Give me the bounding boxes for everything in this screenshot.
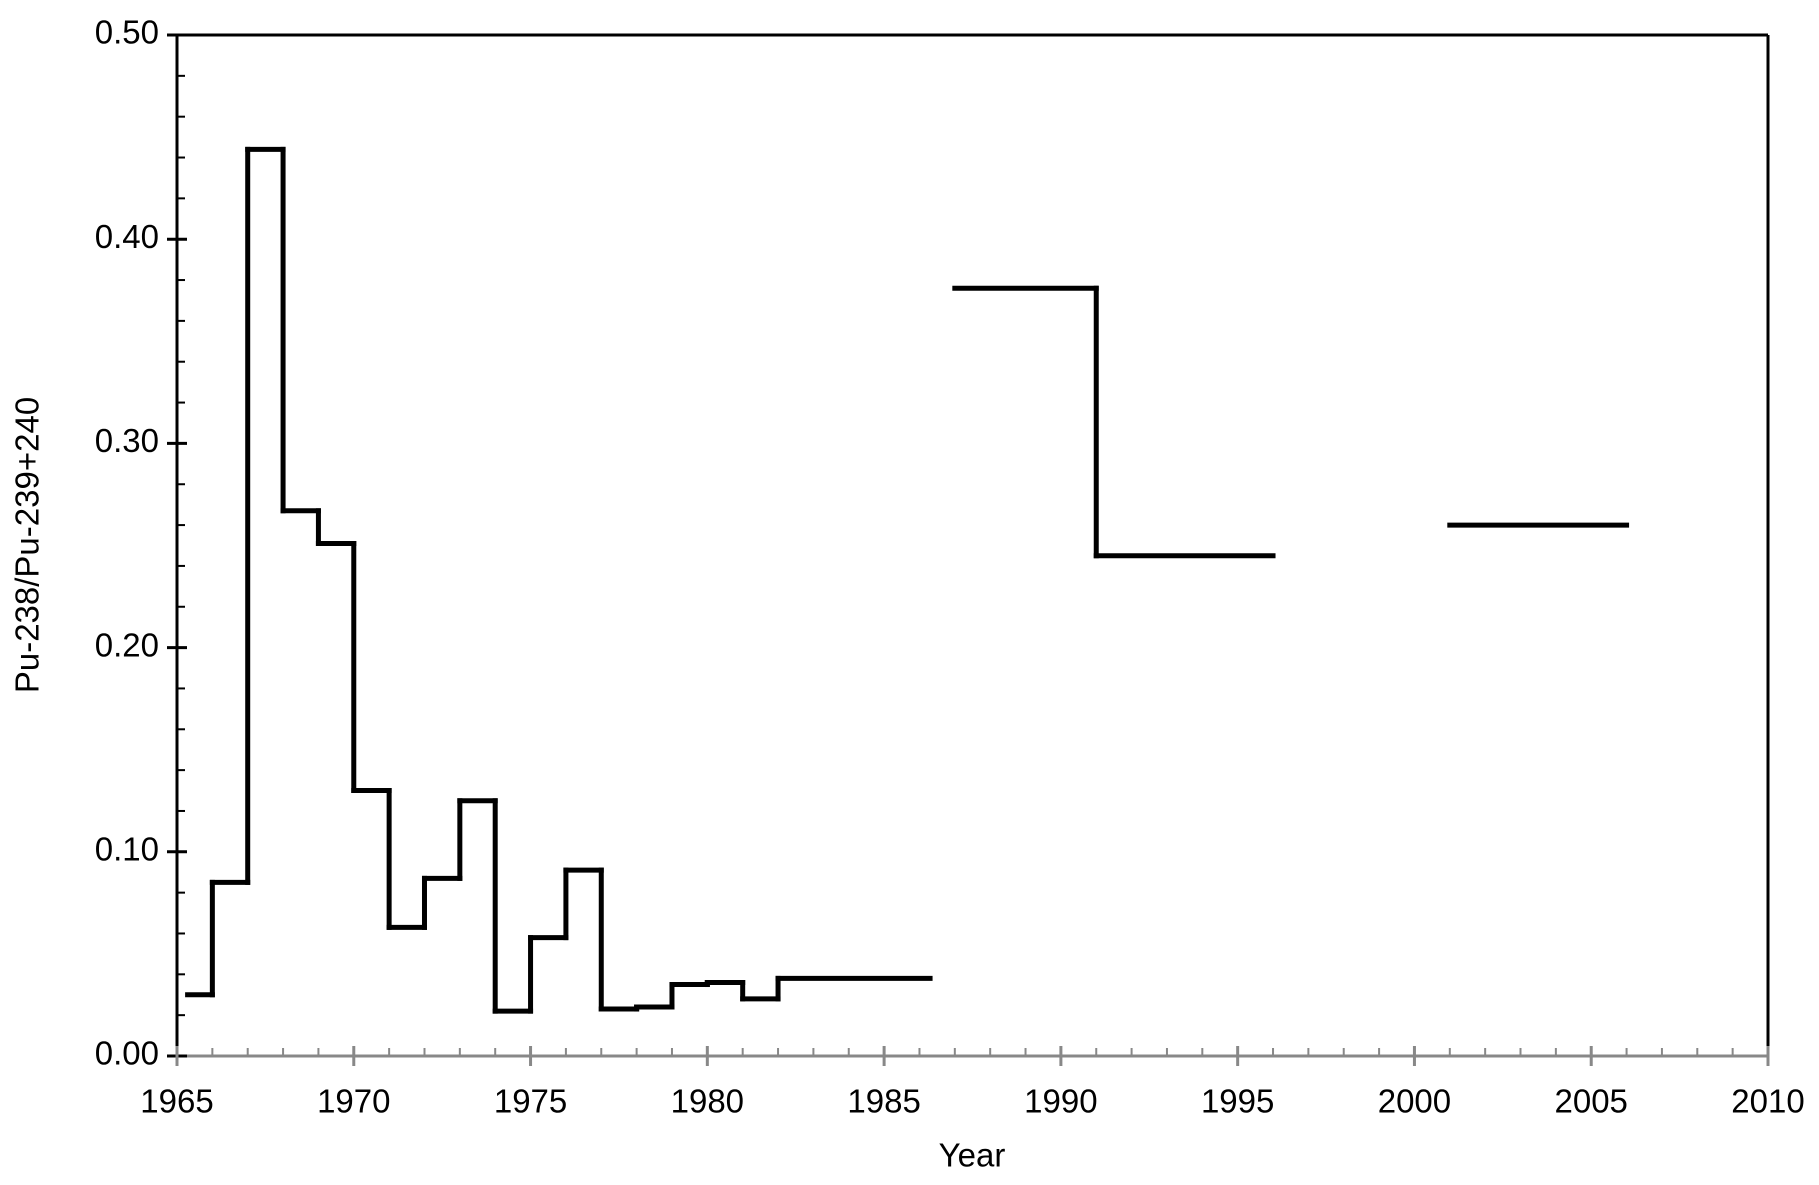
x-tick-label: 1990 [1024, 1083, 1097, 1120]
x-tick-label: 2010 [1731, 1083, 1804, 1120]
y-tick-label: 0.00 [95, 1035, 159, 1072]
y-axis-label: Pu-238/Pu-239+240 [9, 397, 46, 693]
y-tick-label: 0.10 [95, 831, 159, 868]
x-tick-label: 2005 [1555, 1083, 1628, 1120]
y-tick-label: 0.30 [95, 422, 159, 459]
x-tick-label: 1970 [317, 1083, 390, 1120]
x-tick-label: 1995 [1201, 1083, 1274, 1120]
y-tick-label: 0.20 [95, 626, 159, 663]
x-axis-label: Year [939, 1137, 1006, 1174]
x-tick-label: 2000 [1378, 1083, 1451, 1120]
y-tick-label: 0.50 [95, 14, 159, 51]
x-tick-label: 1980 [671, 1083, 744, 1120]
x-tick-label: 1985 [847, 1083, 920, 1120]
x-tick-label: 1975 [494, 1083, 567, 1120]
x-tick-label: 1965 [140, 1083, 213, 1120]
y-tick-label: 0.40 [95, 218, 159, 255]
